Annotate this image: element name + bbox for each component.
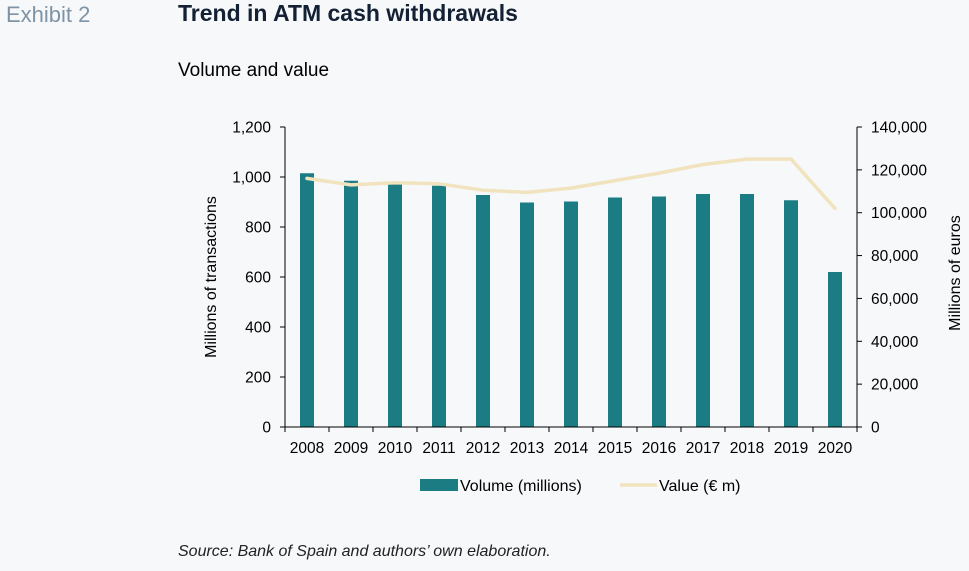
legend-swatch-volume [420,479,458,491]
x-tick-label: 2018 [730,440,764,457]
x-tick-label: 2019 [774,440,808,457]
bar-volume-2019 [784,200,798,427]
bar-volume-2008 [300,173,314,427]
left-tick-label: 1,200 [232,120,271,137]
x-tick-label: 2008 [290,440,324,457]
chart-canvas: 0 200 400 600 800 1,000 1,200 0 20,000 40,000 60,0… [203,120,964,496]
bar-volume-2016 [652,196,666,427]
x-tick-label: 2012 [466,440,500,457]
line-value-series [305,157,837,211]
left-tick-label: 200 [245,370,271,387]
right-tick-label: 60,000 [871,291,919,308]
left-tick-label: 600 [245,270,271,287]
right-tick-label: 80,000 [871,248,919,265]
bar-volume-2012 [476,195,490,427]
right-tick-label: 40,000 [871,334,919,351]
bar-volume-2014 [564,201,578,427]
x-tick-label: 2016 [642,440,676,457]
bar-volume-2013 [520,202,534,427]
x-tick-label: 2020 [818,440,853,457]
x-tick-label: 2009 [334,440,368,457]
bar-volume-2011 [432,185,446,427]
right-tick-label: 0 [871,420,880,437]
left-tick-label: 0 [262,420,271,437]
left-tick-label: 800 [245,220,271,237]
right-tick-label: 140,000 [871,120,927,137]
x-tick-label: 2010 [378,440,413,457]
bar-volume-2009 [344,180,358,427]
right-tick-label: 20,000 [871,377,919,394]
x-tick-label: 2014 [554,440,589,457]
chart-title: Trend in ATM cash withdrawals [178,0,518,26]
chart-subtitle: Volume and value [178,60,330,81]
right-tick-label: 100,000 [871,205,927,222]
left-tick-label: 1,000 [232,170,271,187]
left-tick-label: 400 [245,320,271,337]
right-axis-title: Millions of euros [947,215,964,331]
legend-label-value: Value (€ m) [659,478,741,495]
x-tick-label: 2017 [686,440,720,457]
source-note: Source: Bank of Spain and authors’ own e… [178,543,551,560]
right-tick-label: 120,000 [871,162,927,179]
x-tick-label: 2011 [422,440,455,457]
legend-label-volume: Volume (millions) [460,478,582,495]
bar-volume-2020 [828,272,842,427]
bar-volume-2017 [696,194,710,427]
x-tick-label: 2013 [510,440,544,457]
left-axis-title: Millions of transactions [203,196,220,358]
x-tick-label: 2015 [598,440,632,457]
bar-volume-2010 [388,182,402,427]
exhibit-label: Exhibit 2 [6,2,91,27]
bar-volume-2018 [740,194,754,427]
bar-volume-2015 [608,197,622,427]
